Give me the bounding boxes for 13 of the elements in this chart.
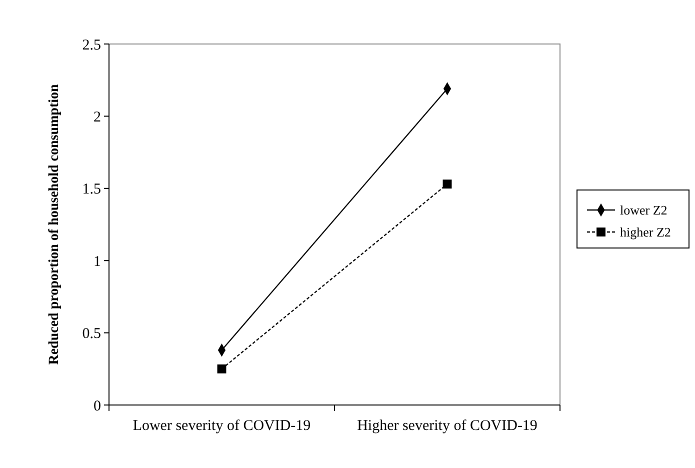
y-tick-label: 2 (94, 109, 101, 126)
y-tick-label: 1 (94, 254, 101, 270)
y-axis-title: Reduced proportion of household consumption (47, 84, 62, 365)
y-tick-label: 0 (94, 398, 101, 414)
legend-label: lower Z2 (620, 202, 668, 218)
y-tick-label: 2.5 (82, 37, 101, 54)
y-tick-label: 1.5 (82, 182, 101, 198)
x-tick-label: Lower severity of COVID-19 (132, 418, 311, 434)
point (217, 364, 226, 374)
point (442, 180, 452, 189)
x-tick-label: Higher severity of COVID-19 (357, 418, 538, 434)
legend-label: higher Z2 (620, 224, 671, 240)
y-tick-label: 0.5 (82, 326, 101, 342)
